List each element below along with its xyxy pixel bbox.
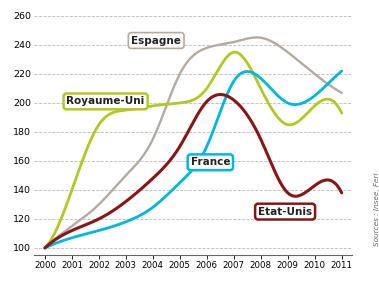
Text: Royaume-Uni: Royaume-Uni — [66, 96, 145, 106]
Text: Etat-Unis: Etat-Unis — [258, 206, 312, 217]
Text: Sources : Insee, Feri: Sources : Insee, Feri — [374, 173, 379, 246]
Text: France: France — [191, 157, 230, 167]
Text: Espagne: Espagne — [131, 35, 181, 46]
